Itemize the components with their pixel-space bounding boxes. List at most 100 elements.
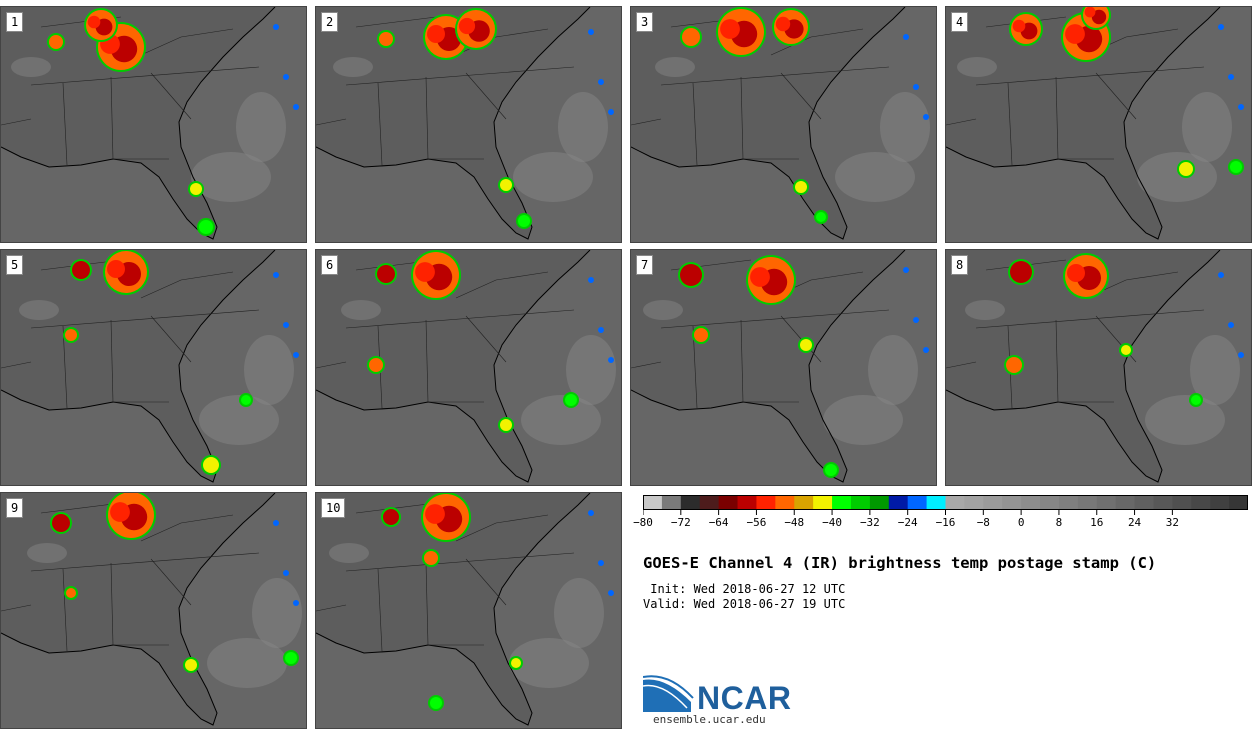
member-number-label: 10 [321, 498, 346, 518]
colorbar-segment [737, 495, 757, 510]
member-number-label: 9 [6, 498, 24, 518]
postage-stamp-member-6: 6 [315, 249, 622, 486]
cloud-haze [823, 395, 903, 445]
storm-cell [424, 551, 438, 565]
state-border [62, 568, 68, 652]
state-border [631, 361, 662, 369]
ocean-area [1, 250, 306, 485]
state-border [377, 568, 383, 652]
colorbar-segment [869, 495, 890, 510]
cloud-haze [554, 578, 604, 648]
storm-core [415, 262, 435, 282]
colorbar-segment [1229, 495, 1248, 510]
coastline [631, 250, 906, 483]
storm-cell [825, 464, 837, 476]
colorbar-tick-label: 8 [1055, 516, 1063, 529]
colorbar-segment [964, 495, 984, 510]
state-border [425, 562, 429, 646]
state-border [110, 562, 114, 646]
storm-core [1012, 19, 1026, 33]
state-border [660, 66, 890, 86]
postage-stamp-member-10: 10 [315, 492, 622, 729]
ocean-area [316, 7, 621, 242]
cloud-haze [1137, 152, 1217, 202]
colorbar-segment [850, 495, 871, 510]
member-number-label: 8 [951, 255, 969, 275]
colorbar-tick-label: −80 [633, 516, 653, 529]
state-border [770, 28, 864, 56]
state-border [425, 76, 429, 160]
colorbar-tick-label: −40 [822, 516, 842, 529]
state-border [1095, 72, 1137, 120]
plot-title: GOES-E Channel 4 (IR) brightness temp po… [643, 554, 1157, 572]
colorbar-segment [945, 495, 965, 510]
cold-cloud-speck [283, 322, 289, 328]
cloud-haze [244, 335, 294, 405]
state-border [455, 514, 549, 542]
state-border [465, 558, 507, 606]
cold-cloud-speck [293, 600, 299, 606]
storm-cell [1179, 162, 1193, 176]
cloud-haze [965, 300, 1005, 320]
colorbar-segment [794, 495, 814, 510]
colorbar-segment [1210, 495, 1230, 510]
ocean-area [946, 250, 1251, 485]
cold-cloud-speck [598, 79, 604, 85]
state-border [465, 315, 507, 363]
satellite-map [631, 7, 936, 242]
cloud-haze [643, 300, 683, 320]
cloud-haze [27, 543, 67, 563]
colorbar-tick-label: −64 [708, 516, 729, 529]
cold-cloud-speck [913, 317, 919, 323]
cloud-haze [835, 152, 915, 202]
cold-cloud-speck [608, 109, 614, 115]
storm-core [107, 260, 125, 278]
colorbar-segment [1021, 495, 1041, 510]
member-number-label: 3 [636, 12, 654, 32]
coastline [1, 7, 276, 240]
colorbar-tick-labels: −80 −72 −64 −56 −48 −40 −32 −24 −16 −8 0 8 16 24 32 [633, 516, 1253, 536]
colorbar-segment [1002, 495, 1022, 510]
coastline [316, 250, 591, 483]
state-border [355, 16, 437, 28]
postage-stamp-member-9: 9 [0, 492, 307, 729]
cold-cloud-speck [273, 520, 279, 526]
colorbar-segment [983, 495, 1003, 510]
state-border [740, 76, 744, 160]
cold-cloud-speck [598, 327, 604, 333]
cold-cloud-speck [588, 277, 594, 283]
postage-stamp-member-7: 7 [630, 249, 937, 486]
cloud-haze [521, 395, 601, 445]
cloud-haze [1145, 395, 1225, 445]
colorbar-segment [1153, 495, 1173, 510]
state-border [355, 502, 437, 514]
ensemble-url: ensemble.ucar.edu [653, 713, 766, 726]
valid-time: Valid: Wed 2018-06-27 19 UTC [643, 597, 846, 611]
state-border [140, 514, 234, 542]
colorbar-segment [643, 495, 663, 510]
coastline [1, 250, 276, 483]
state-border [316, 118, 347, 126]
colorbar-segment [1115, 495, 1136, 510]
state-border [110, 319, 114, 403]
colorbar-segment [1058, 495, 1079, 510]
storm-cell [377, 265, 395, 283]
cloud-haze [880, 92, 930, 162]
cloud-haze [191, 152, 271, 202]
cloud-haze [252, 578, 302, 648]
storm-core [1091, 9, 1107, 25]
satellite-map [946, 7, 1251, 242]
storm-cell [49, 35, 63, 49]
satellite-map [1, 7, 306, 242]
cold-cloud-speck [608, 590, 614, 596]
storm-cell [1010, 261, 1032, 283]
cloud-haze [558, 92, 608, 162]
member-number-label: 4 [951, 12, 969, 32]
cloud-haze [341, 300, 381, 320]
state-border [345, 66, 575, 86]
postage-stamp-member-5: 5 [0, 249, 307, 486]
state-border [30, 552, 260, 572]
storm-cell [199, 220, 213, 234]
cloud-haze [957, 57, 997, 77]
cold-cloud-speck [283, 570, 289, 576]
